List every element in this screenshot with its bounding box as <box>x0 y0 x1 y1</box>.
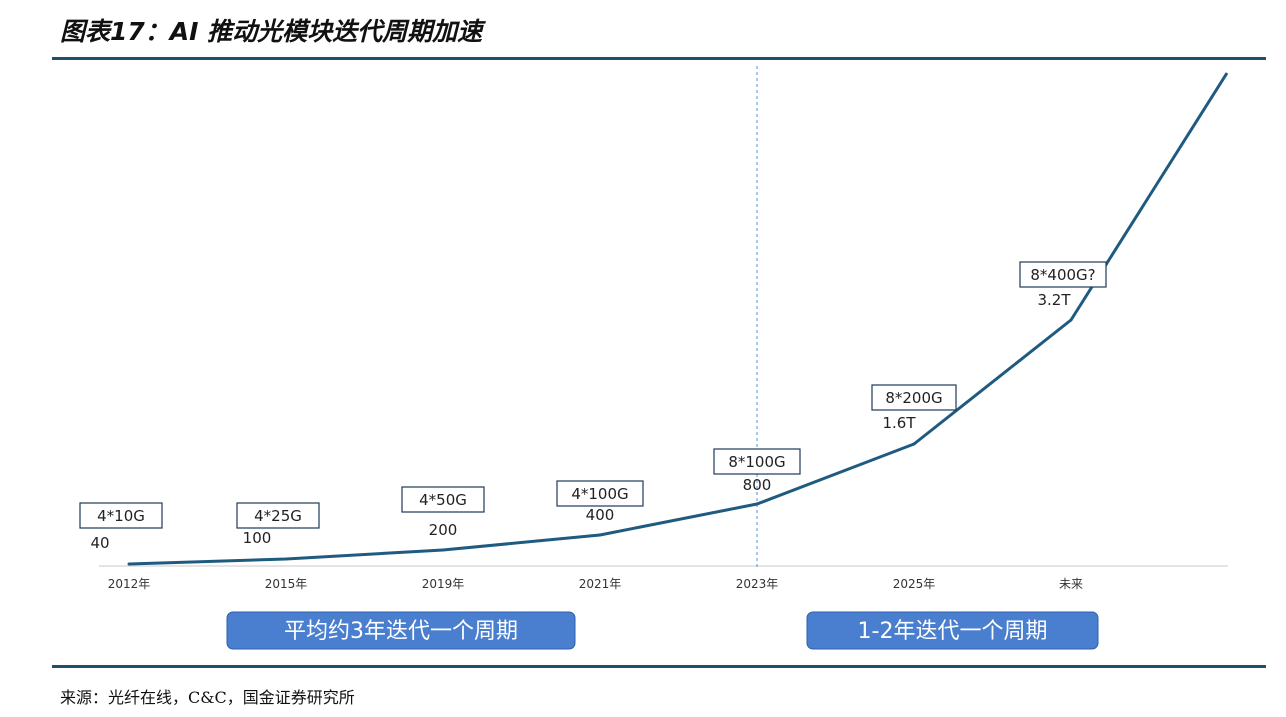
data-point <box>755 502 759 506</box>
x-tick-label: 2021年 <box>579 577 622 591</box>
data-label: 3.2T <box>1037 291 1071 309</box>
period-label: 1-2年迭代一个周期 <box>858 619 1048 644</box>
data-point <box>912 442 916 446</box>
period-box <box>806 611 1099 650</box>
bottom-rule <box>52 665 1266 668</box>
data-label: 400 <box>586 506 615 524</box>
data-label: 800 <box>743 476 772 494</box>
module-box-label: 4*10G <box>97 507 145 525</box>
data-point <box>127 562 131 566</box>
series-line <box>128 72 1229 566</box>
x-tick-label: 2015年 <box>265 577 308 591</box>
data-label: 200 <box>429 521 458 539</box>
data-point <box>1069 318 1073 322</box>
x-tick-label: 2019年 <box>422 577 465 591</box>
x-tick-label: 2023年 <box>736 577 779 591</box>
module-box-label: 8*400G? <box>1030 266 1095 284</box>
period-label: 平均约3年迭代一个周期 <box>284 619 518 644</box>
data-label: 1.6T <box>882 414 916 432</box>
module-box <box>556 480 644 507</box>
module-box-label: 8*100G <box>728 453 785 471</box>
period-box <box>226 611 576 650</box>
figure-title: 图表17：AI 推动光模块迭代周期加速 <box>60 17 483 46</box>
module-box <box>236 502 320 529</box>
x-tick-label: 2012年 <box>108 577 151 591</box>
data-label: 100 <box>243 529 272 547</box>
module-box <box>79 502 163 529</box>
module-box <box>713 448 801 475</box>
data-point <box>441 548 445 552</box>
module-box-label: 4*50G <box>419 491 467 509</box>
module-box-label: 4*25G <box>254 507 302 525</box>
module-box <box>871 384 957 411</box>
module-box-label: 4*100G <box>571 485 628 503</box>
module-box <box>1019 261 1107 288</box>
data-point <box>598 533 602 537</box>
module-box <box>401 486 485 513</box>
data-label: 40 <box>90 534 109 552</box>
x-tick-label: 2025年 <box>893 577 936 591</box>
data-point <box>284 557 288 561</box>
module-box-label: 8*200G <box>885 389 942 407</box>
top-rule <box>52 57 1266 60</box>
source-note: 来源：光纤在线，C&C，国金证券研究所 <box>60 688 355 707</box>
x-tick-label: 未来 <box>1059 577 1083 591</box>
